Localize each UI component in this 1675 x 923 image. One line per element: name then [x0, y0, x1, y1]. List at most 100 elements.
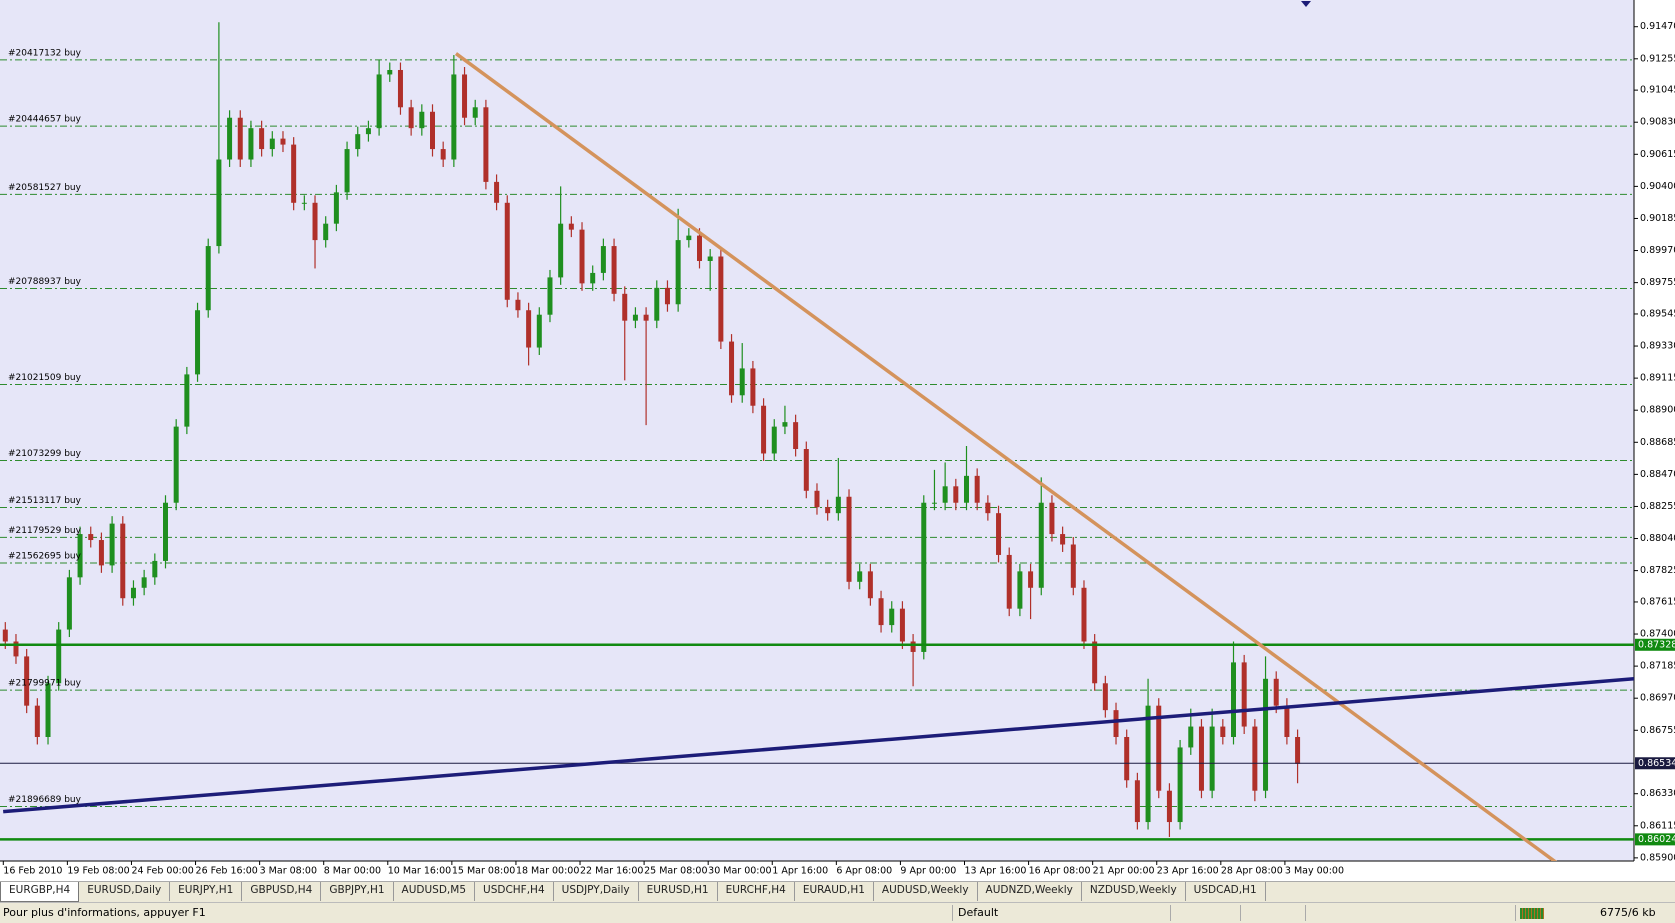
candle-body [622, 293, 628, 321]
candle-body [1188, 726, 1194, 748]
y-tick-label: 0.87825 [1640, 565, 1675, 576]
chart-tab[interactable]: GBPUSD,H4 [242, 882, 322, 901]
chart-tab[interactable]: USDCAD,H1 [1186, 882, 1266, 901]
candle-body [269, 138, 275, 150]
candle-body [771, 426, 777, 454]
candle-body [184, 374, 190, 427]
price-label-box [1635, 757, 1675, 770]
candle-body [1231, 662, 1236, 737]
candle-body [109, 523, 115, 566]
candle-body [675, 240, 681, 305]
price-label-box [1635, 638, 1675, 651]
y-tick-label: 0.90615 [1640, 149, 1675, 160]
candle-body [1102, 683, 1108, 711]
candle-body [34, 705, 40, 737]
candle-body [291, 144, 297, 203]
candle-body [355, 134, 361, 150]
y-tick-label: 0.88255 [1640, 501, 1675, 512]
y-tick-label: 0.90185 [1640, 213, 1675, 224]
candle-body [1092, 641, 1098, 684]
candle-body [664, 287, 670, 305]
x-tick-label: 19 Feb 08:00 [67, 866, 129, 877]
separator [1515, 905, 1516, 921]
x-tick-label: 16 Apr 08:00 [1029, 866, 1091, 877]
candle-body [237, 117, 243, 160]
chart-tab[interactable]: USDJPY,Daily [554, 882, 639, 901]
order-label: #20788937 buy [8, 277, 82, 287]
candle-body [1081, 587, 1087, 642]
x-tick-label: 8 Mar 00:00 [324, 866, 381, 877]
candle-body [536, 314, 542, 348]
chart-tab[interactable]: NZDUSD,Weekly [1082, 882, 1186, 901]
plot-area [0, 0, 1634, 861]
candle-body [1295, 736, 1301, 764]
candle-body [793, 422, 799, 450]
order-label: #20417132 buy [8, 48, 82, 58]
separator [1170, 905, 1171, 921]
chart-tab[interactable]: EURUSD,H1 [639, 882, 718, 901]
order-label: #21073299 buy [8, 449, 82, 459]
chart-tab[interactable]: GBPJPY,H1 [321, 882, 394, 901]
candle-body [1177, 747, 1183, 823]
candle-body [1017, 571, 1023, 609]
candle-body [141, 577, 147, 588]
y-tick-label: 0.85900 [1640, 852, 1675, 863]
order-label: #20444657 buy [8, 115, 82, 125]
status-traffic: 6775/6 kb [1600, 906, 1656, 919]
x-tick-label: 30 Mar 00:00 [708, 866, 771, 877]
chart-tab[interactable]: EURGBP,H4 [0, 882, 80, 902]
candle-body [1198, 726, 1204, 791]
candle-body [408, 107, 414, 129]
y-tick-label: 0.88685 [1640, 437, 1675, 448]
candle-body [878, 598, 884, 626]
candle-body [558, 223, 564, 278]
chart-tab[interactable]: AUDNZD,Weekly [978, 882, 1082, 901]
candle-body [387, 69, 393, 75]
candle-body [1006, 554, 1012, 609]
candle-body [739, 368, 745, 396]
x-tick-label: 25 Mar 08:00 [644, 866, 707, 877]
candle-body [195, 310, 201, 375]
candle-body [1134, 780, 1140, 823]
candle-body [333, 192, 339, 224]
candle-body [323, 223, 329, 241]
chart-tab[interactable]: EURJPY,H1 [170, 882, 243, 901]
candle-body [56, 629, 62, 684]
candle-body [1166, 790, 1172, 823]
candle-body [953, 486, 959, 503]
chart-tab[interactable]: EURAUD,H1 [795, 882, 874, 901]
chart-tab[interactable]: AUDUSD,Weekly [874, 882, 978, 901]
candle-body [964, 475, 969, 503]
plot [0, 22, 1634, 861]
y-tick-label: 0.91045 [1640, 85, 1675, 96]
candle-body [996, 513, 1002, 555]
candle-body [280, 138, 286, 145]
connection-icon [1520, 908, 1544, 919]
candle-body [376, 74, 382, 129]
order-label: #21896689 buy [8, 795, 82, 805]
trendline [454, 52, 1558, 861]
order-label: #21562695 buy [8, 552, 82, 562]
separator [1305, 905, 1306, 921]
x-tick-label: 1 Apr 16:00 [772, 866, 828, 877]
candle-body [697, 235, 702, 261]
chart-tab[interactable]: EURCHF,H4 [718, 882, 795, 901]
candle-body [163, 502, 168, 561]
candle-body [867, 571, 873, 599]
chart-tab[interactable]: AUDUSD,M5 [394, 882, 476, 901]
chart-tab[interactable]: EURUSD,Daily [79, 882, 171, 901]
candle-body [1220, 726, 1226, 737]
candle-body [301, 202, 307, 204]
candle-body [1028, 571, 1034, 588]
y-tick-label: 0.86755 [1640, 725, 1675, 736]
chart-tab[interactable]: USDCHF,H4 [475, 882, 554, 901]
candle-body [1241, 662, 1247, 727]
y-tick-label: 0.86115 [1640, 820, 1675, 831]
